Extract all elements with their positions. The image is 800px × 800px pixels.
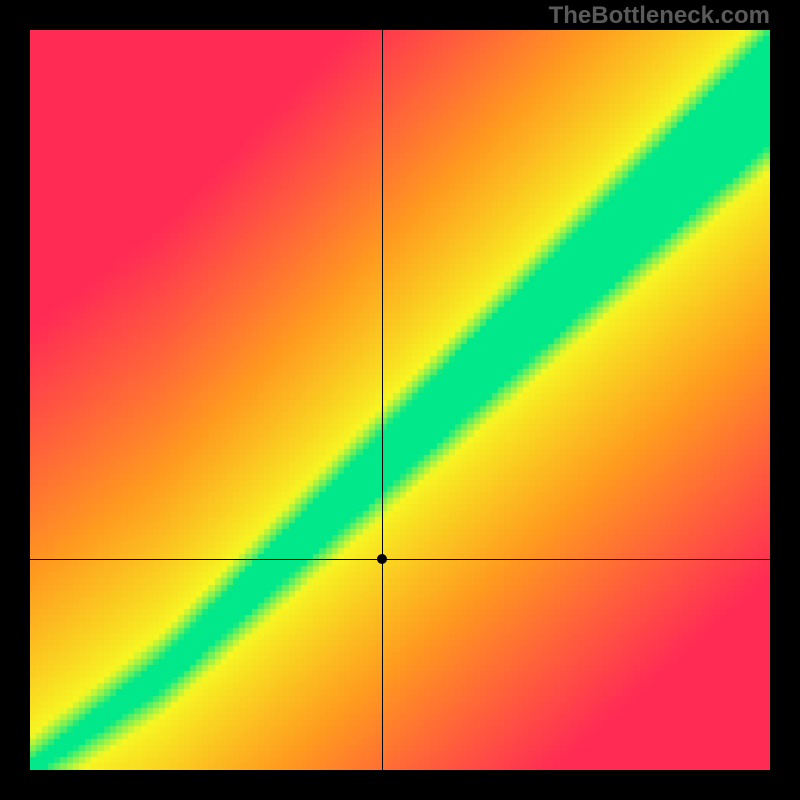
data-point: [377, 554, 387, 564]
chart-container: TheBottleneck.com: [0, 0, 800, 800]
crosshair-horizontal: [30, 559, 770, 560]
heatmap-canvas: [30, 30, 770, 770]
plot-area: [30, 30, 770, 770]
crosshair-vertical: [382, 30, 383, 770]
watermark-text: TheBottleneck.com: [549, 0, 770, 30]
